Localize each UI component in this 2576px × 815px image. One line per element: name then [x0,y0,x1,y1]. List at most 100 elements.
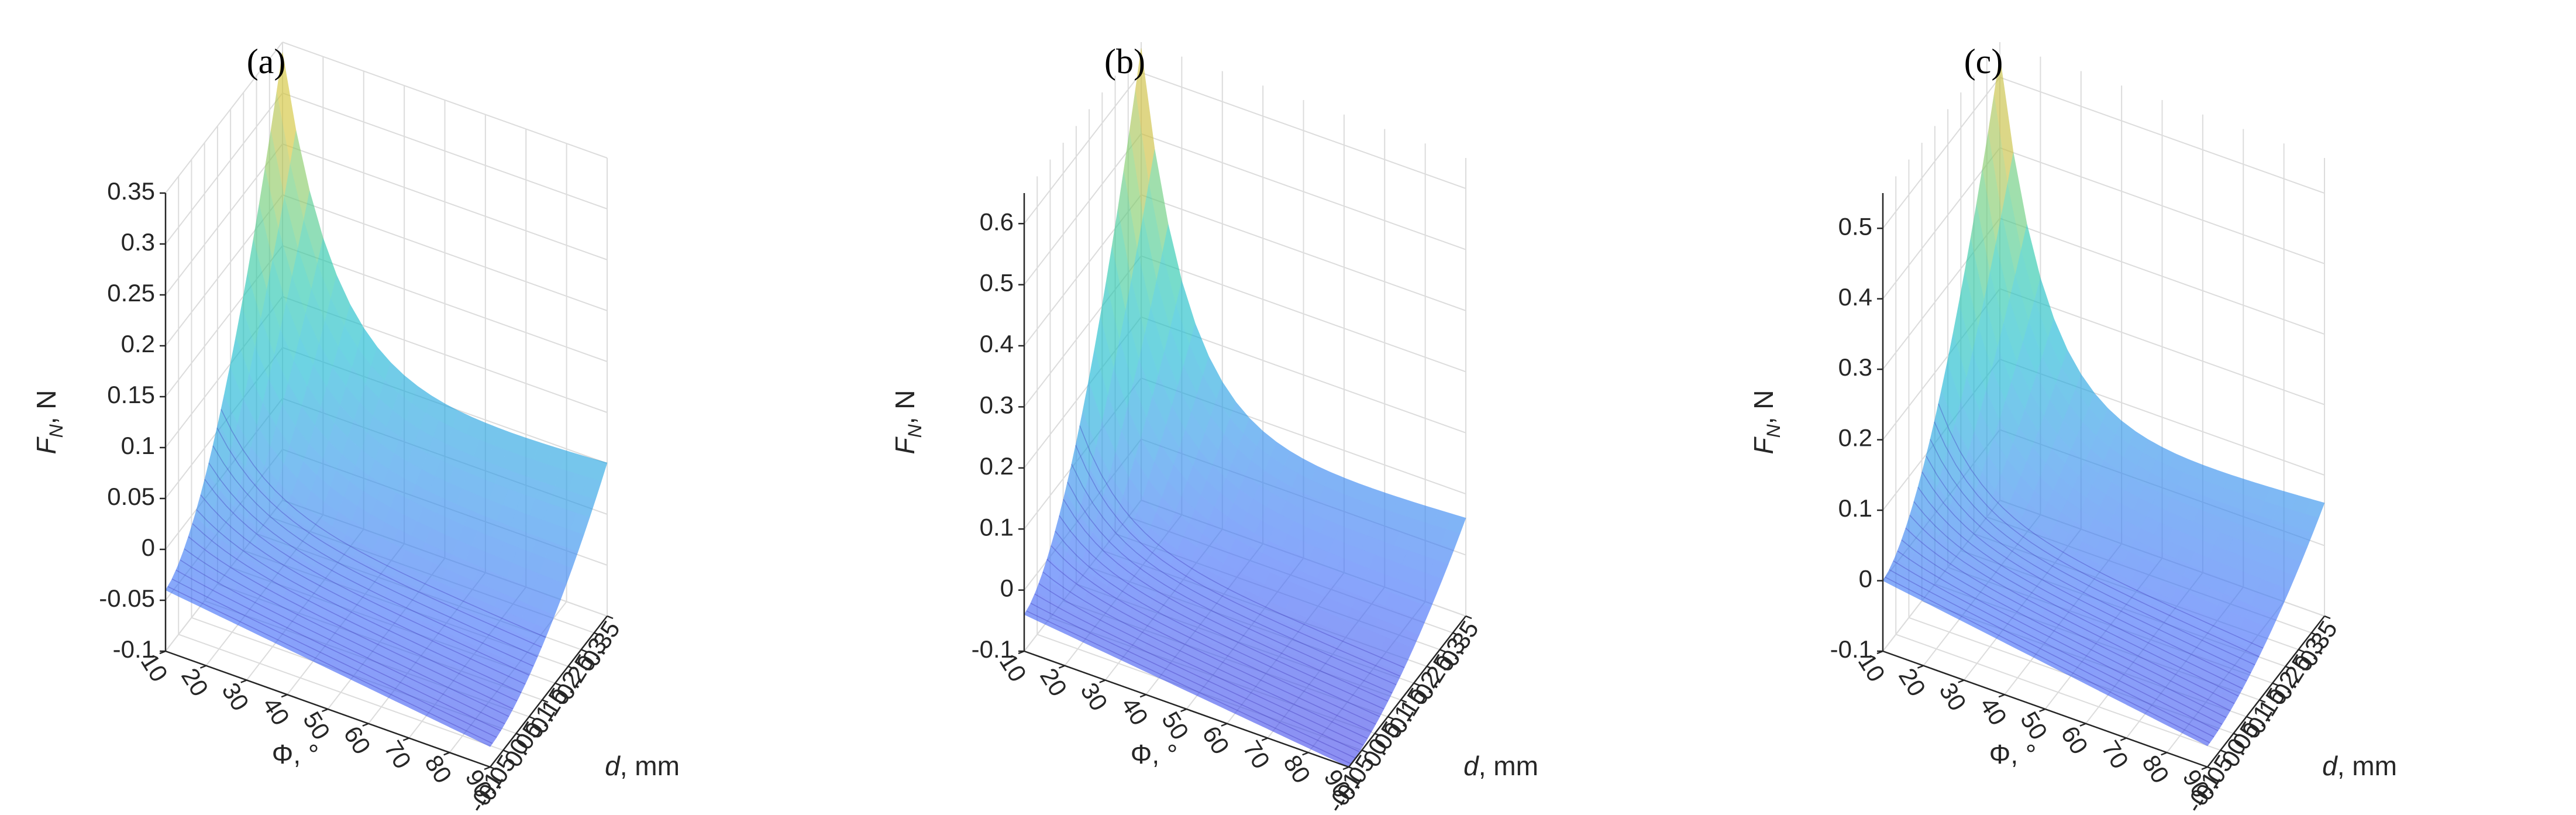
striation-line [1051,545,1376,725]
surface-striations [167,409,546,744]
wall-grid-line [1141,72,1466,190]
y-tick [607,615,614,620]
y-axis-label-symbol: d [1463,751,1479,781]
x-axis-label: Φ, ° [272,739,319,769]
y-tick [1426,665,1433,670]
x-tick-label: 60 [1197,721,1235,759]
x-tick-label: 30 [1934,678,1972,716]
x-tick [1998,694,2005,698]
wall-grid-line [1141,255,1466,373]
z-axis-label-subscript: N [904,424,925,438]
panel-label: (c) [1964,42,2003,81]
x-tick [1139,694,1146,698]
y-tick [490,766,497,771]
z-axis-label-symbol: F [1748,436,1779,455]
x-tick [484,766,491,771]
striation-line [1079,425,1405,668]
striation-line [1034,593,1360,752]
x-tick [2201,766,2208,771]
z-tick-label: 0.6 [980,208,1014,235]
z-axis-label-symbol: F [890,436,920,455]
striation-line [1893,560,2219,731]
x-tick-label: 80 [419,750,457,788]
x-tick-label: 80 [2137,750,2175,788]
wall-grid-line [282,92,608,209]
striation-line [1909,515,2235,704]
y-tick [2285,665,2292,670]
panel-a-chart: 10 20 30 40 50 60 70 80 90-0.1-0.0500.050.10.150… [31,42,680,815]
z-tick-label: 0 [142,534,155,561]
y-tick [502,749,509,754]
striation-line [188,536,514,710]
z-axis-label: FN, N [1748,390,1784,455]
x-tick [1099,679,1106,683]
striation-line [167,586,493,744]
panel-label: (a) [247,42,286,81]
y-tick [1348,766,1355,771]
wall-grid-line [1141,194,1466,311]
striation-line [1930,439,2255,666]
z-tick-label: 0.15 [107,381,155,408]
z-tick-label: 0.2 [121,330,155,357]
plot-area: 10 20 30 40 50 60 70 80 90-0.1-0.0500.050.10.150… [890,42,1538,815]
wall-grid-line [165,42,283,194]
striation-line [175,569,501,731]
z-tick-label: 0.05 [107,483,155,510]
y-tick [2220,749,2227,754]
x-tick-label: 70 [379,735,417,773]
surface-striations [1026,425,1405,765]
striation-line [1055,531,1380,717]
striation-line [1059,515,1385,710]
striation-line [1889,569,2215,738]
striation-line [212,445,538,658]
y-axis-label-unit: , mm [2337,751,2397,781]
wall-grid-line [1882,147,2000,300]
x-tick [402,737,409,741]
x-tick-label: 20 [176,663,214,701]
y-tick [2272,682,2279,686]
z-tick-label: 0.25 [107,279,155,307]
y-tick [581,649,588,653]
striation-line [180,559,505,724]
z-axis-label-subscript: N [1763,424,1784,438]
x-tick-label: 40 [1116,692,1154,730]
x-tick [1180,708,1187,713]
x-tick-label: 30 [1075,678,1113,716]
y-tick [1413,682,1420,686]
z-tick-label: 0.2 [1838,424,1872,452]
x-tick-label: 40 [257,692,295,730]
y-axis-label: d, mm [605,751,680,781]
striation-line [192,523,518,701]
z-tick-label: 0.3 [980,391,1014,418]
wall-grid-line [282,42,608,159]
y-tick [2311,632,2318,636]
striation-line [221,409,546,638]
y-axis-label-symbol: d [2322,751,2338,781]
x-tick [1221,723,1228,727]
y-tick [529,716,536,720]
axes [1876,193,2331,771]
wall-grid-line [282,143,608,260]
z-tick-label: 0.1 [121,432,155,459]
x-tick [1302,752,1309,756]
x-tick-label: 20 [1893,663,1931,701]
plot-area: 10 20 30 40 50 60 70 80 90-0.1-0.0500.050.10.150… [31,42,680,815]
z-axis-label-symbol: F [31,436,61,455]
striation-line [208,462,534,667]
y-axis-label-unit: , mm [620,751,680,781]
surface [165,52,608,747]
y-tick [1400,699,1407,703]
wall-grid-line [1024,72,1142,224]
striation-line [1921,472,2247,682]
x-tick [362,723,369,727]
y-tick [2207,766,2214,771]
z-axis-label-unit: , N [31,390,61,425]
z-tick-label: 0.5 [980,269,1014,297]
z-tick-label: 0 [1000,575,1014,602]
x-tick-label: 30 [216,678,254,716]
wall-grid-line [1141,133,1466,250]
z-axis-label-unit: , N [1748,390,1779,425]
y-tick [1439,649,1447,653]
y-tick [1387,716,1394,720]
